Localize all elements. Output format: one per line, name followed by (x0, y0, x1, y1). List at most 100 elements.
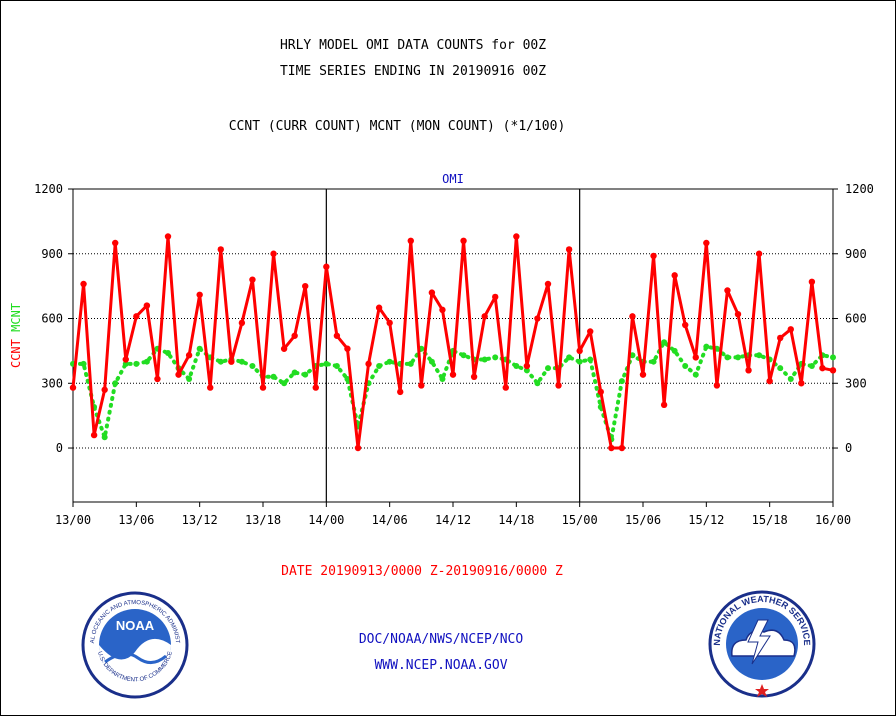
series-mcnt-point (756, 352, 763, 359)
series-ccnt-point (344, 345, 351, 352)
series-mcnt-point (217, 358, 224, 365)
series-mcnt-point (196, 345, 203, 352)
series-mcnt-point (428, 358, 435, 365)
noaa-logo-text: NOAA (116, 618, 155, 633)
series-mcnt-point (534, 380, 541, 387)
series-ccnt-point (449, 371, 457, 378)
series-ccnt-point (798, 380, 805, 387)
series-mcnt-point (481, 356, 488, 363)
series-mcnt-point (661, 339, 668, 346)
series-ccnt-point (470, 373, 478, 380)
series-ccnt-point (819, 364, 826, 372)
y-tick-label-right: 900 (845, 247, 867, 261)
star-icon (755, 684, 769, 697)
series-mcnt-point (376, 363, 383, 370)
x-tick-label: 14/18 (498, 513, 534, 527)
series-ccnt-point (555, 382, 562, 389)
series-ccnt-point (481, 313, 488, 320)
chart-panel-title: OMI (442, 172, 464, 186)
website-link[interactable]: WWW.NCEP.NOAA.GOV (374, 658, 508, 673)
series-ccnt-point (534, 315, 541, 322)
series-ccnt-point (249, 276, 256, 283)
series-ccnt-point (587, 328, 594, 335)
series-ccnt-point (682, 321, 689, 329)
series-ccnt-point (185, 352, 193, 359)
series-ccnt-point (217, 246, 224, 253)
series-mcnt-point (808, 363, 815, 370)
series-mcnt-point (101, 434, 108, 441)
series-mcnt-point (830, 354, 836, 361)
series-mcnt-point (513, 363, 520, 370)
series-ccnt-point (133, 313, 140, 320)
series-mcnt-point (186, 375, 193, 382)
series-ccnt-point (365, 360, 372, 368)
series-ccnt-point (544, 280, 552, 288)
series-ccnt-point (576, 347, 583, 355)
series-mcnt-point (671, 347, 678, 354)
series-ccnt-point (618, 444, 626, 452)
series-ccnt-point (565, 246, 573, 253)
y-axis-label-part: MCNT (9, 303, 23, 339)
series-ccnt-point (523, 362, 531, 370)
series-ccnt-point (175, 371, 182, 378)
series-mcnt-point (545, 365, 551, 372)
x-tick-label: 16/00 (815, 513, 851, 527)
series-ccnt-point (228, 358, 235, 365)
series-mcnt-point (576, 358, 583, 365)
series-mcnt-point (270, 373, 277, 380)
series-ccnt-point (386, 319, 393, 327)
series-mcnt-point (407, 360, 414, 367)
series-ccnt-point (280, 345, 288, 352)
org-path-link[interactable]: DOC/NOAA/NWS/NCEP/NCO (358, 632, 524, 647)
series-mcnt-point (650, 358, 657, 365)
series-ccnt-point (660, 401, 668, 409)
series-ccnt-point (692, 354, 699, 361)
series-ccnt-point (196, 291, 203, 298)
series-ccnt-point (154, 375, 161, 383)
nws-logo[interactable]: NATIONAL WEATHER SERVICE (708, 590, 816, 698)
noaa-logo[interactable]: NOAA NATIONAL OCEANIC AND ATMOSPHERIC AD… (80, 590, 190, 700)
series-ccnt-point (629, 313, 636, 320)
series-mcnt-point (492, 354, 499, 361)
y-axis-label: CCNT MCNT (9, 303, 23, 368)
series-mcnt-point (165, 350, 171, 357)
series-mcnt-point (281, 380, 288, 387)
series-ccnt-point (703, 239, 710, 247)
series-mcnt-point (735, 354, 741, 361)
series-ccnt-point (766, 377, 773, 385)
series-mcnt-point (238, 358, 245, 365)
x-tick-label: 13/12 (182, 513, 218, 527)
chart-svg: 0 0 300 300 600 600 900 900 1200 1200 13/00 13/06 13… (9, 172, 874, 527)
y-tick-label-right: 1200 (845, 182, 874, 196)
y-axis-label-part: CCNT (9, 339, 23, 368)
series-ccnt-point (259, 384, 267, 391)
series-mcnt-point (439, 375, 446, 382)
series-ccnt-point (713, 382, 721, 389)
series-ccnt-point (375, 304, 383, 311)
series-ccnt-point (312, 384, 319, 391)
series-mcnt-point (692, 371, 699, 378)
series-ccnt-point (122, 356, 129, 363)
series-ccnt-point (69, 384, 77, 391)
series-mcnt-point (618, 378, 625, 385)
chart-subtitle: CCNT (CURR COUNT) MCNT (MON COUNT) (*1/1… (228, 119, 566, 134)
series-mcnt-point (344, 375, 351, 382)
x-tick-label: 15/18 (752, 513, 788, 527)
y-tick-label-left: 900 (41, 247, 63, 261)
series-ccnt-point (238, 319, 246, 327)
series-ccnt-point (745, 367, 752, 374)
y-tick-label-right: 600 (845, 312, 867, 326)
x-tick-label: 13/18 (245, 513, 281, 527)
series-ccnt-point (302, 282, 309, 290)
y-tick-label-right: 0 (845, 441, 852, 455)
series-mcnt-point (682, 363, 689, 370)
x-tick-label: 13/06 (118, 513, 154, 527)
series-mcnt-point (703, 343, 710, 350)
series-ccnt-point (101, 386, 108, 393)
series-ccnt-point (164, 233, 172, 240)
x-tick-label: 15/06 (625, 513, 661, 527)
series-ccnt-point (270, 250, 277, 257)
series-ccnt-point (597, 388, 604, 396)
y-tick-label-left: 0 (56, 441, 63, 455)
series-ccnt-point (428, 289, 436, 296)
